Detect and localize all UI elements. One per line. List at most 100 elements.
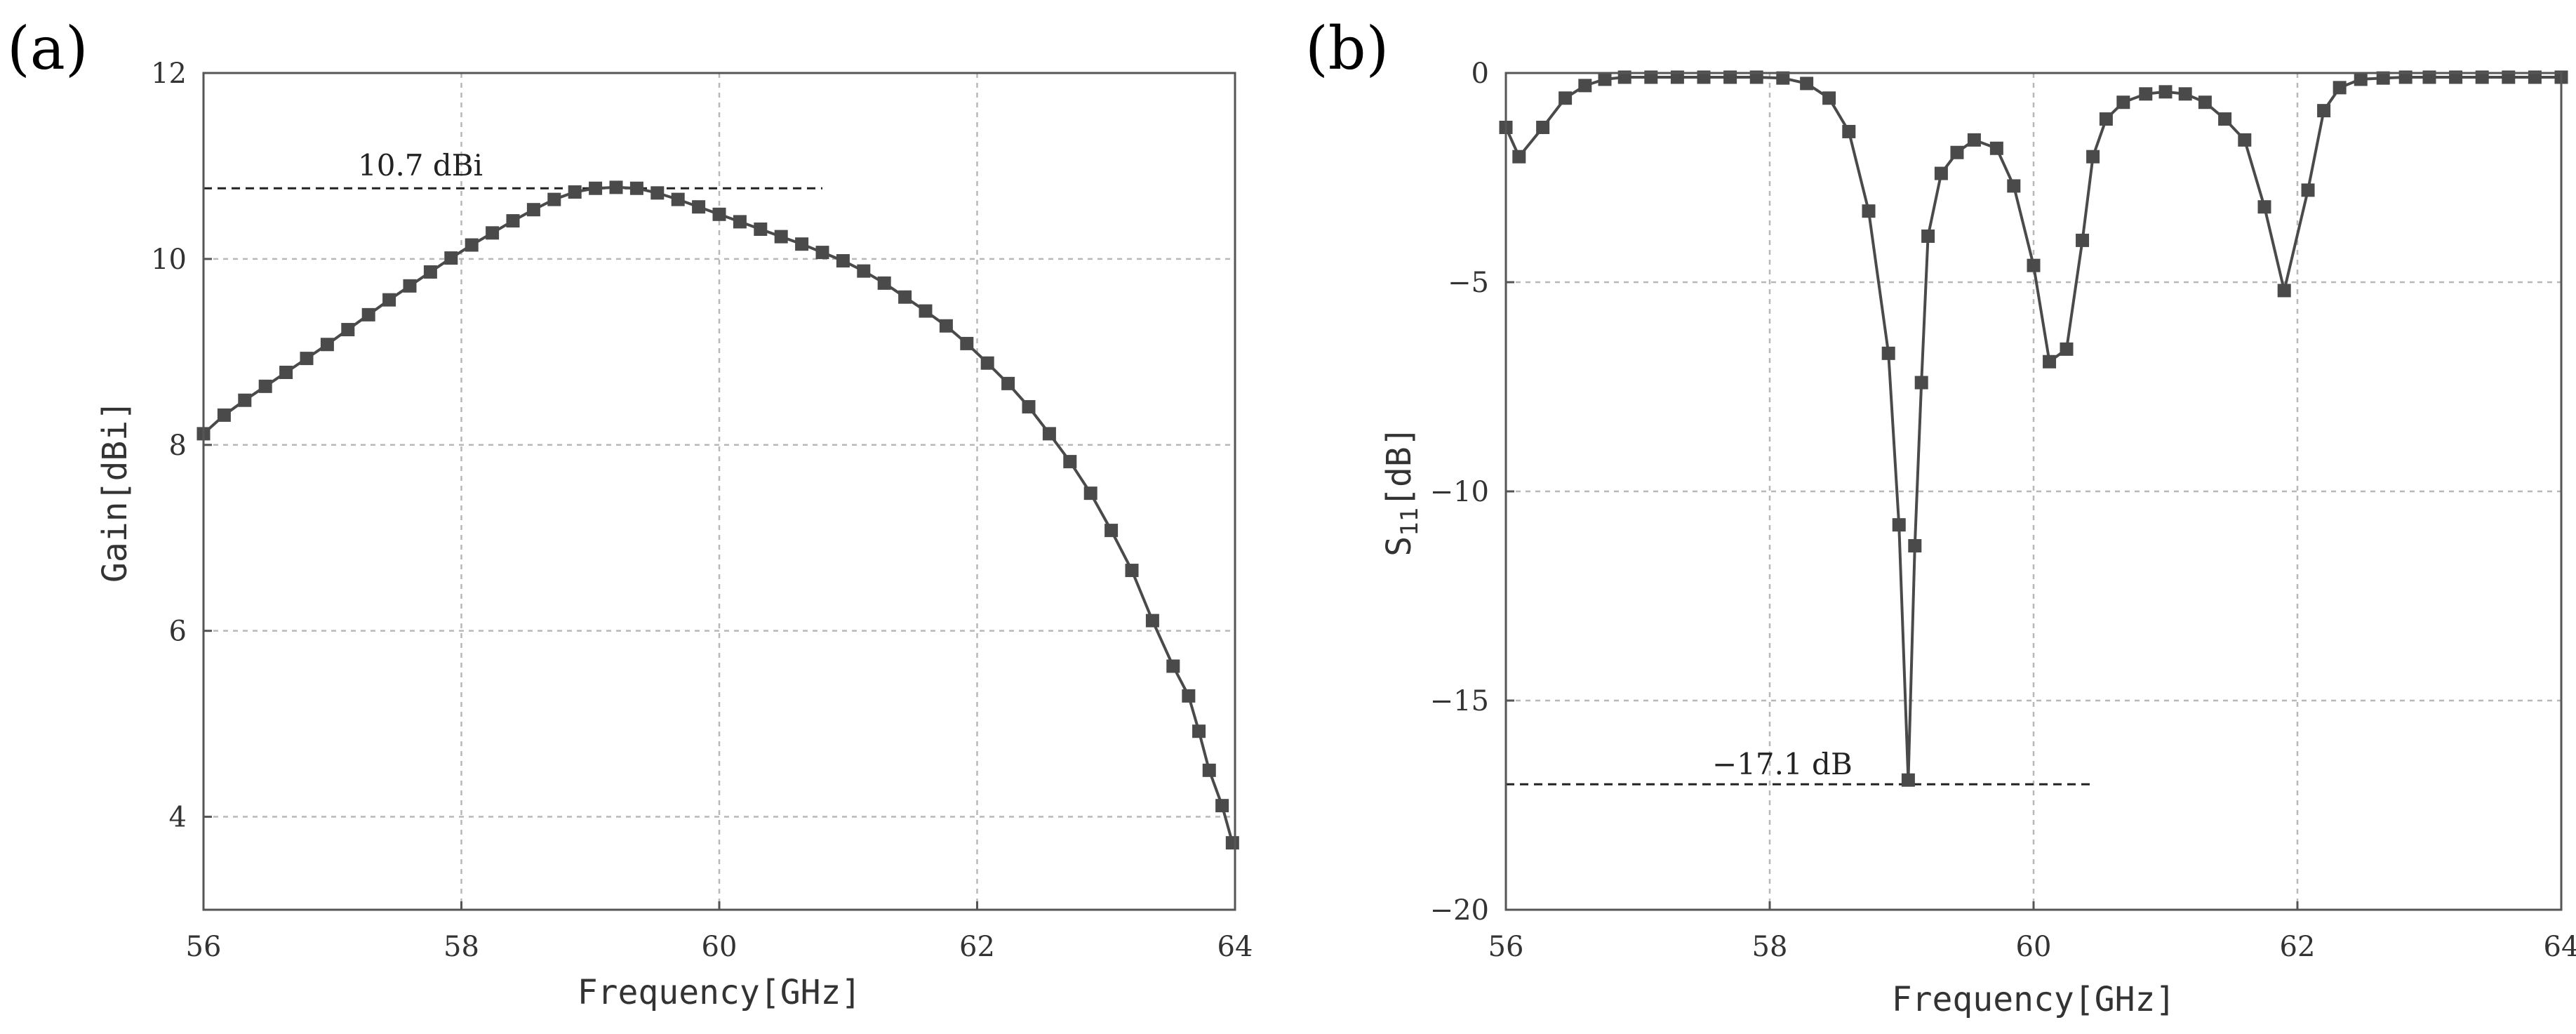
data-point-marker xyxy=(300,352,314,366)
data-point-marker xyxy=(877,276,891,290)
data-point-marker xyxy=(939,319,953,333)
panel-b-x-axis-title: Frequency[GHz] xyxy=(1892,980,2176,1019)
series-line xyxy=(202,185,1234,844)
panel-a-grid xyxy=(202,72,1236,910)
data-point-marker xyxy=(320,338,334,352)
data-point-marker xyxy=(2333,81,2347,95)
data-point-marker xyxy=(1022,399,1036,413)
x-tick-label: 58 xyxy=(443,931,479,963)
data-point-marker xyxy=(980,356,994,370)
data-point-marker xyxy=(2277,284,2291,298)
data-point-marker xyxy=(1842,124,1856,138)
data-point-marker xyxy=(382,293,396,307)
data-point-marker xyxy=(795,237,809,251)
data-point-marker xyxy=(774,230,788,244)
data-point-marker xyxy=(2043,354,2057,369)
data-point-marker xyxy=(465,238,479,252)
y-tick-label: 6 xyxy=(169,616,187,648)
data-point-marker xyxy=(1901,773,1915,787)
data-point-marker xyxy=(547,192,561,206)
data-point-marker xyxy=(1776,71,1790,85)
panel-a-gain-chart: (a) 56 58 60 62 64 4 6 8 10 12 Frequency[GHz] Gai… xyxy=(7,14,1253,1012)
data-point-marker xyxy=(1536,120,1550,134)
x-tick-label: 64 xyxy=(1217,931,1253,963)
data-point-marker xyxy=(1512,150,1526,164)
panel-b-y-axis-title-subscript: 11 xyxy=(1396,508,1424,536)
data-point-marker xyxy=(1578,79,1592,93)
data-point-marker xyxy=(650,186,665,200)
y-tick-label: −5 xyxy=(1448,267,1489,299)
data-point-marker xyxy=(361,307,375,322)
data-point-marker xyxy=(1105,524,1119,538)
panel-b-y-axis-title: S11[dB] xyxy=(1380,426,1424,556)
data-point-marker xyxy=(279,365,293,379)
panel-b-tick-labels: 56 58 60 62 64 0 −5 −10 −15 −20 xyxy=(1430,58,2576,963)
y-tick-label: −15 xyxy=(1430,685,1489,717)
data-point-marker xyxy=(960,336,974,350)
data-point-marker xyxy=(2178,87,2192,101)
data-point-marker xyxy=(1892,518,1906,532)
data-point-marker xyxy=(1950,145,1964,159)
y-tick-label: −20 xyxy=(1430,894,1489,927)
data-point-marker xyxy=(1598,72,1612,86)
data-point-marker xyxy=(671,192,685,206)
data-point-marker xyxy=(1914,376,1928,390)
data-point-marker xyxy=(2198,95,2212,110)
data-point-marker xyxy=(2099,112,2113,126)
data-point-marker xyxy=(2158,85,2173,99)
data-point-marker xyxy=(1042,427,1056,441)
data-point-marker xyxy=(692,200,706,214)
data-point-marker xyxy=(258,379,272,393)
data-point-marker xyxy=(1215,799,1229,813)
data-point-marker xyxy=(506,214,520,228)
data-point-marker xyxy=(857,264,871,278)
panel-a-series xyxy=(196,180,1239,850)
data-point-marker xyxy=(2116,95,2130,110)
data-point-marker xyxy=(1063,455,1077,469)
data-point-marker xyxy=(2007,179,2021,193)
panel-a-y-axis-title: Gain[dBi] xyxy=(95,400,135,583)
panel-b-s11-chart: (b) 56 58 60 62 64 0 −5 −10 −15 −20 Frequency[GHz… xyxy=(1305,14,2576,1019)
data-point-marker xyxy=(444,251,458,265)
x-tick-label: 60 xyxy=(2016,931,2052,963)
data-point-marker xyxy=(1182,689,1196,703)
x-tick-label: 64 xyxy=(2544,931,2576,963)
data-point-marker xyxy=(754,223,768,237)
x-tick-label: 60 xyxy=(702,931,738,963)
x-tick-label: 58 xyxy=(1752,931,1788,963)
panel-a-tick-labels: 56 58 60 62 64 4 6 8 10 12 xyxy=(151,58,1253,963)
data-point-marker xyxy=(2218,112,2232,126)
y-tick-label: 8 xyxy=(169,430,187,462)
data-point-marker xyxy=(2238,133,2252,147)
data-point-marker xyxy=(1001,376,1015,390)
y-tick-label: 0 xyxy=(1471,58,1489,90)
data-point-marker xyxy=(2027,258,2041,272)
panel-b-min-s11-annotation: −17.1 dB xyxy=(1712,747,1853,781)
panel-a-plot-frame xyxy=(202,72,1236,911)
y-tick-label: 10 xyxy=(151,244,187,276)
data-point-marker xyxy=(2354,72,2368,86)
y-tick-label: −10 xyxy=(1430,476,1489,508)
data-point-marker xyxy=(403,279,417,293)
data-point-marker xyxy=(526,203,540,217)
data-point-marker xyxy=(2376,71,2390,85)
x-tick-label: 62 xyxy=(2280,931,2316,963)
data-point-marker xyxy=(1934,166,1948,180)
y-tick-label: 12 xyxy=(151,58,187,90)
data-point-marker xyxy=(2086,150,2100,164)
data-point-marker xyxy=(1192,724,1206,738)
panel-b-label: (b) xyxy=(1305,14,1389,83)
data-point-marker xyxy=(1800,77,1814,91)
data-point-marker xyxy=(1967,133,1981,147)
data-point-marker xyxy=(486,226,500,240)
data-point-marker xyxy=(1166,659,1180,673)
data-point-marker xyxy=(629,181,643,195)
data-point-marker xyxy=(568,185,582,199)
data-point-marker xyxy=(2139,87,2153,101)
data-point-marker xyxy=(238,393,252,407)
data-point-marker xyxy=(2076,233,2090,247)
data-point-marker xyxy=(2317,104,2331,118)
data-point-marker xyxy=(836,254,850,268)
panel-a-label: (a) xyxy=(7,14,88,83)
